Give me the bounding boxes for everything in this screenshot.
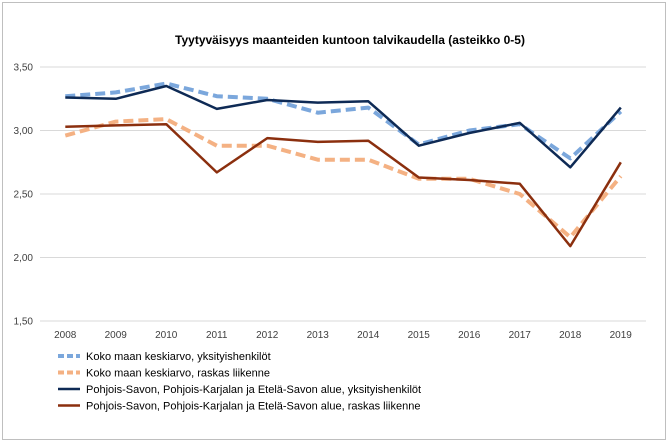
series-line-3	[65, 84, 622, 169]
x-tick-label: 2015	[408, 330, 431, 341]
y-tick-label: 1,50	[14, 317, 34, 328]
x-tick-label: 2010	[155, 330, 178, 341]
y-tick-label: 3,00	[14, 126, 34, 137]
y-tick-label: 2,00	[14, 253, 34, 264]
x-tick-label: 2012	[256, 330, 279, 341]
x-tick-label: 2019	[610, 330, 633, 341]
series-line-1	[65, 81, 623, 161]
series-lines	[64, 81, 623, 248]
series-line-4	[65, 122, 622, 248]
x-tick-label: 2014	[357, 330, 380, 341]
legend-label-2: Koko maan keskiarvo, raskas liikenne	[86, 368, 270, 380]
x-tick-label: 2017	[509, 330, 532, 341]
y-tick-label: 3,50	[14, 63, 34, 74]
legend-label-4: Pohjois-Savon, Pohjois-Karjalan ja Etelä…	[86, 401, 420, 413]
gridlines	[40, 66, 646, 322]
x-tick-label: 2013	[307, 330, 330, 341]
legend: Koko maan keskiarvo, yksityishenkilöt Kok…	[58, 351, 421, 413]
legend-label-3: Pohjois-Savon, Pohjois-Karjalan ja Etelä…	[86, 384, 421, 396]
x-tick-label: 2016	[458, 330, 481, 341]
x-tick-label: 2009	[105, 330, 128, 341]
chart-title: Tyytyväisyys maanteiden kuntoon talvikau…	[175, 33, 525, 47]
chart-frame	[2, 2, 666, 440]
x-tick-label: 2008	[54, 330, 77, 341]
y-axis-tick-labels: 1,50 2,00 2,50 3,00 3,50	[14, 63, 34, 328]
x-axis-tick-labels: 2008 2009 2010 2011 2012 2013 2014 2015 2016 2017…	[54, 330, 632, 341]
series-line-2	[64, 117, 623, 240]
y-tick-label: 2,50	[14, 190, 34, 201]
x-tick-label: 2018	[559, 330, 582, 341]
x-tick-label: 2011	[206, 330, 228, 341]
legend-label-1: Koko maan keskiarvo, yksityishenkilöt	[86, 351, 271, 363]
